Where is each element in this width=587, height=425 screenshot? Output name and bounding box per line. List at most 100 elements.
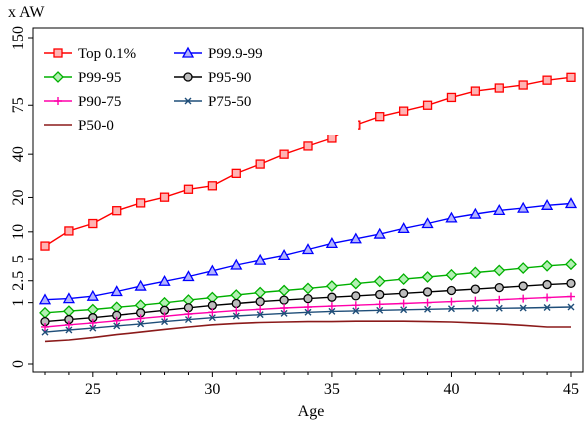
y-tick-label: 0	[10, 360, 27, 368]
plus-marker	[112, 316, 121, 325]
square-marker	[518, 80, 528, 90]
plus-marker	[495, 295, 504, 304]
series-P95-90	[40, 278, 576, 327]
triangle-marker	[493, 204, 506, 216]
x-tick-label: 30	[204, 381, 220, 398]
legend-label: Top 0.1%	[78, 46, 136, 62]
legend-item: P90-75	[44, 94, 121, 110]
square-marker	[40, 241, 50, 251]
plus-marker	[160, 312, 169, 321]
triangle-marker	[517, 201, 530, 213]
square-marker	[135, 198, 146, 208]
plus-marker	[471, 296, 480, 305]
diamond-marker	[325, 280, 338, 292]
diamond-marker	[230, 289, 243, 301]
x-marker	[137, 320, 145, 328]
square-marker	[64, 226, 74, 236]
legend-label: P90-75	[78, 94, 121, 110]
plus-marker	[399, 299, 408, 308]
triangle-marker	[134, 279, 147, 291]
x-marker	[184, 316, 192, 324]
triangle-marker	[540, 198, 554, 210]
legend-label: P99.9-99	[208, 46, 263, 62]
circle-marker	[422, 287, 433, 297]
x-axis-title: Age	[298, 403, 325, 420]
legend-box	[38, 35, 358, 135]
series-P50-0	[44, 320, 571, 343]
series-P99.9-99	[38, 197, 578, 305]
triangle-marker	[421, 217, 434, 229]
y-tick-label: 2.5	[10, 271, 27, 291]
legend-label: P95-90	[208, 70, 251, 86]
circle-marker	[327, 292, 337, 302]
square-marker	[398, 106, 409, 116]
circle-marker	[255, 296, 265, 307]
plus-marker	[64, 320, 73, 329]
triangle-marker	[469, 207, 482, 219]
x-marker	[352, 307, 360, 315]
legend-item: P50-0	[44, 118, 114, 134]
x-tick-label: 25	[85, 381, 101, 398]
legend-item: Top 0.1%	[44, 46, 136, 62]
triangle-marker	[62, 292, 76, 304]
x-marker	[232, 312, 240, 320]
plus-marker	[136, 314, 145, 323]
x-marker	[543, 304, 551, 312]
plus-marker	[543, 293, 552, 302]
legend-label: P75-50	[208, 94, 251, 110]
y-tick-label: 75	[10, 97, 27, 113]
plus-marker	[208, 308, 217, 317]
square-marker	[255, 159, 265, 169]
legend-item: P95-90	[174, 70, 251, 86]
circle-marker	[303, 293, 313, 304]
triangle-marker	[158, 274, 171, 286]
square-marker	[446, 92, 457, 103]
triangle-marker	[181, 46, 195, 58]
plus-marker	[232, 306, 241, 315]
diamond-marker	[421, 271, 434, 283]
square-marker	[53, 48, 63, 58]
diamond-marker	[349, 277, 362, 290]
square-marker	[422, 100, 433, 110]
circle-marker	[351, 291, 361, 301]
series-line	[44, 320, 571, 343]
circle-marker	[231, 298, 241, 309]
x-marker	[567, 303, 575, 311]
triangle-marker	[110, 285, 123, 297]
triangle-marker	[325, 237, 339, 249]
plus-marker	[88, 318, 97, 327]
x-marker	[280, 309, 288, 317]
square-marker	[303, 141, 313, 151]
y-tick-label: 150	[10, 26, 27, 50]
plus-marker	[304, 303, 312, 312]
diamond-marker	[397, 273, 410, 286]
plus-marker	[280, 304, 289, 313]
y-tick-label: 10	[10, 224, 27, 240]
legend-item: P99.9-99	[174, 46, 263, 62]
triangle-marker	[277, 249, 291, 261]
plus-marker	[327, 302, 336, 311]
x-marker	[304, 308, 312, 316]
x-tick-label: 40	[443, 381, 459, 398]
triangle-marker	[38, 293, 52, 305]
circle-marker	[375, 289, 385, 300]
diamond-marker	[469, 266, 482, 279]
plus-marker	[351, 301, 360, 310]
plus-marker	[447, 297, 456, 306]
legend-label: P99-95	[78, 70, 121, 86]
x-marker	[376, 306, 384, 314]
x-marker	[256, 311, 264, 319]
square-marker	[231, 168, 241, 179]
x-marker	[495, 304, 503, 312]
diamond-marker	[373, 275, 386, 288]
diamond-marker	[565, 258, 577, 271]
square-marker	[279, 149, 289, 159]
triangle-marker	[301, 243, 315, 255]
x-marker	[447, 305, 455, 313]
y-axis: 0 1 2.5 5 10 20 40 75 150	[10, 26, 33, 368]
plus-marker	[375, 300, 384, 309]
circle-marker	[183, 72, 193, 82]
square-marker	[88, 218, 98, 229]
circle-marker	[279, 295, 289, 305]
